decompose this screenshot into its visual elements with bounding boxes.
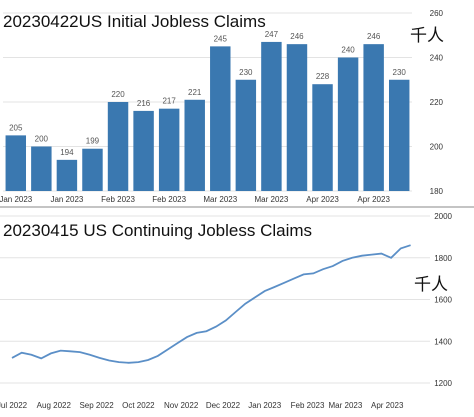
x-tick-label: Nov 2022 [164,401,199,410]
bar-value-label: 246 [367,32,381,41]
bar [312,84,333,191]
initial-claims-unit: 千人 [410,26,444,46]
continuing-claims-line [11,244,411,364]
bar-value-label: 221 [188,88,202,97]
bar-value-label: 216 [137,99,151,108]
x-tick-label: Apr 2023 [371,401,404,410]
bar [133,110,154,191]
y-tick-label: 200 [430,143,444,152]
x-tick-label: Jan 2023 [50,195,83,204]
bar-value-label: 228 [316,72,330,81]
bar-value-label: 217 [162,97,176,106]
x-tick-label: Mar 2023 [329,401,363,410]
y-tick-label: 260 [430,9,444,18]
bar-value-label: 245 [214,34,228,43]
y-tick-label: 1400 [434,337,452,346]
bar [184,99,205,191]
y-tick-label: 2000 [434,212,452,221]
bar [31,146,52,191]
bar-value-label: 240 [341,46,355,55]
x-tick-label: Apr 2023 [306,195,339,204]
bar [107,102,129,191]
continuing-claims-title: 20230415 US Continuing Jobless Claims [3,221,312,240]
bar [388,79,410,191]
x-tick-label: Oct 2022 [122,401,155,410]
bar [363,44,384,192]
x-tick-label: Feb 2023 [152,195,186,204]
x-tick-label: Feb 2023 [291,401,325,410]
bar-value-label: 199 [86,137,100,146]
x-tick-label: Aug 2022 [37,401,72,410]
x-tick-label: Sep 2022 [79,401,114,410]
initial-claims-title: 20230422US Initial Jobless Claims [3,12,266,31]
bar [56,159,78,191]
x-tick-label: Dec 2022 [206,401,241,410]
bar-value-label: 194 [60,148,74,157]
y-tick-label: 240 [430,54,444,63]
x-tick-label: Mar 2023 [255,195,289,204]
y-tick-label: 1200 [434,379,452,388]
x-tick-label: Apr 2023 [357,195,390,204]
bar-value-label: 230 [239,68,253,77]
bar [5,135,27,191]
y-tick-label: 180 [430,187,444,196]
continuing-claims-unit: 千人 [414,275,448,295]
bar-value-label: 200 [35,135,49,144]
y-tick-label: 1600 [434,296,452,305]
bar-value-label: 205 [9,123,23,132]
bar [82,148,103,191]
x-tick-label: Feb 2023 [101,195,135,204]
bar [158,108,180,191]
continuing-claims-chart: 1200 1400 1600 1800 2000 Jul 2022 Aug 2022 Sep… [0,212,453,410]
bar-value-label: 247 [265,30,279,39]
y-tick-label: 220 [430,98,444,107]
x-tick-label: Jan 2023 [0,195,33,204]
x-tick-label: Jul 2022 [0,401,28,410]
bar [261,41,282,191]
bar-value-label: 246 [290,32,304,41]
x-tick-label: Mar 2023 [203,195,237,204]
bar [337,57,359,191]
bar [210,46,231,191]
initial-claims-chart: 205 200 194 199 220 216 217 221 245 230 247 246 228 2… [0,9,444,204]
bar-value-label: 230 [393,68,407,77]
x-tick-label: Jan 2023 [248,401,281,410]
bar [235,79,257,191]
y-tick-label: 1800 [434,254,452,263]
bar-value-label: 220 [111,90,125,99]
bar [286,44,308,192]
